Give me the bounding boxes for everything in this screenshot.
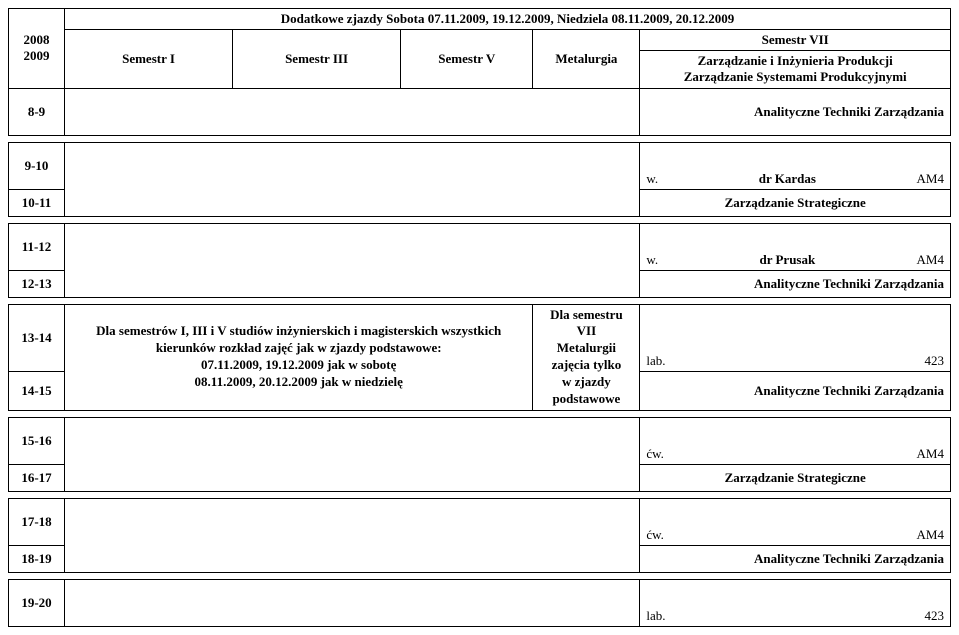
header-row-1: 2008 2009 Dodatkowe zjazdy Sobota 07.11.… [9, 9, 951, 30]
header-row-2: Semestr I Semestr III Semestr V Metalurg… [9, 30, 951, 51]
time-18-19: 18-19 [9, 545, 65, 572]
r89-s7: Analityczne Techniki Zarządzania [640, 88, 951, 135]
year2: 2009 [24, 48, 50, 63]
r1112-room: AM4 [917, 252, 944, 268]
r1213-s7: Analityczne Techniki Zarządzania [640, 270, 951, 297]
r1112-w: w. [646, 252, 658, 268]
mid-right: Dla semestru VII Metalurgii zajęcia tylk… [533, 304, 640, 410]
blank [65, 417, 640, 491]
mid-2: kierunków rozkład zajęć jak w zjazdy pod… [156, 340, 442, 355]
r1516-w: ćw. [646, 446, 664, 462]
r1011-s7: Zarządzanie Strategiczne [640, 189, 951, 216]
time-14-15: 14-15 [9, 372, 65, 411]
mr-2: Metalurgii zajęcia tylko [552, 340, 622, 372]
r910-w: w. [646, 171, 658, 187]
r910-room: AM4 [917, 171, 944, 187]
r1314-r: 423 [925, 353, 945, 369]
time-8-9: 8-9 [9, 88, 65, 135]
mid-3: 07.11.2009, 19.12.2009 jak w sobotę [201, 357, 396, 372]
sem5-header: Semestr V [401, 30, 533, 89]
years-cell: 2008 2009 [9, 9, 65, 89]
row-13-14: 13-14 Dla semestrów I, III i V studiów i… [9, 304, 951, 372]
mr-3: w zjazdy podstawowe [552, 374, 620, 406]
r1718-w: ćw. [646, 527, 664, 543]
time-15-16: 15-16 [9, 417, 65, 464]
time-16-17: 16-17 [9, 464, 65, 491]
r1920-l: lab. [646, 608, 665, 624]
time-17-18: 17-18 [9, 498, 65, 545]
blank [65, 88, 640, 135]
mid-text: Dla semestrów I, III i V studiów inżynie… [65, 304, 533, 410]
row-11-12: 11-12 w. dr Prusak AM4 [9, 223, 951, 270]
extra-meetings: Dodatkowe zjazdy Sobota 07.11.2009, 19.1… [65, 9, 951, 30]
sem7-sub: Zarządzanie i Inżynieria Produkcji Zarzą… [640, 51, 951, 89]
mr-1: Dla semestru VII [550, 307, 623, 339]
r910-who: dr Kardas [759, 171, 816, 187]
schedule-table: 2008 2009 Dodatkowe zjazdy Sobota 07.11.… [8, 8, 951, 627]
time-13-14: 13-14 [9, 304, 65, 372]
r910-s7: w. dr Kardas AM4 [640, 142, 951, 189]
r1112-s7: w. dr Prusak AM4 [640, 223, 951, 270]
sem7-sub-2: Zarządzanie Systemami Produkcyjnymi [684, 69, 907, 84]
r1112-who: dr Prusak [759, 252, 815, 268]
row-8-9: 8-9 Analityczne Techniki Zarządzania [9, 88, 951, 135]
r1920-r: 423 [925, 608, 945, 624]
row-15-16: 15-16 ćw. AM4 [9, 417, 951, 464]
r1516-room: AM4 [917, 446, 944, 462]
time-11-12: 11-12 [9, 223, 65, 270]
sem7-sub-1: Zarządzanie i Inżynieria Produkcji [698, 53, 893, 68]
r1718-s7: ćw. AM4 [640, 498, 951, 545]
r1516-s7: ćw. AM4 [640, 417, 951, 464]
mid-4: 08.11.2009, 20.12.2009 jak w niedzielę [195, 374, 403, 389]
sem1-header: Semestr I [65, 30, 233, 89]
met-header: Metalurgia [533, 30, 640, 89]
time-9-10: 9-10 [9, 142, 65, 189]
row-17-18: 17-18 ćw. AM4 [9, 498, 951, 545]
r1718-room: AM4 [917, 527, 944, 543]
mid-1: Dla semestrów I, III i V studiów inżynie… [96, 323, 501, 338]
blank [65, 142, 640, 216]
r1415-s7: Analityczne Techniki Zarządzania [640, 372, 951, 411]
blank [65, 579, 640, 626]
r1617-s7: Zarządzanie Strategiczne [640, 464, 951, 491]
r1920-s7: lab. 423 [640, 579, 951, 626]
r1314-l: lab. [646, 353, 665, 369]
r1314-s7: lab. 423 [640, 304, 951, 372]
sem7-header: Semestr VII [640, 30, 951, 51]
time-12-13: 12-13 [9, 270, 65, 297]
r1819-s7: Analityczne Techniki Zarządzania [640, 545, 951, 572]
row-19-20: 19-20 lab. 423 [9, 579, 951, 626]
row-9-10: 9-10 w. dr Kardas AM4 [9, 142, 951, 189]
blank [65, 223, 640, 297]
time-19-20: 19-20 [9, 579, 65, 626]
blank [65, 498, 640, 572]
sem3-header: Semestr III [233, 30, 401, 89]
time-10-11: 10-11 [9, 189, 65, 216]
year1: 2008 [24, 32, 50, 47]
